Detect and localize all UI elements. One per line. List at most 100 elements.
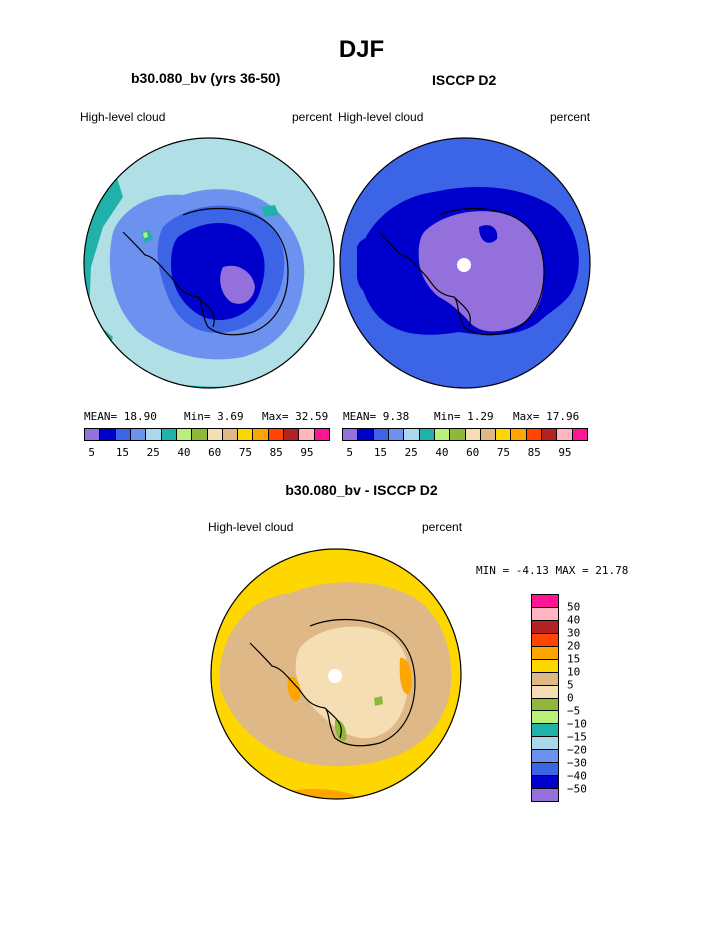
colorbar-swatch [532, 659, 558, 673]
difference-polar-map [210, 548, 462, 800]
colorbar-tick-label: 95 [558, 446, 572, 459]
diff-minmax: MIN = -4.13 MAX = 21.78 [476, 564, 629, 577]
colorbar-swatch [532, 698, 558, 712]
page-title: DJF [338, 36, 385, 63]
colorbar-tick-label: 5 [346, 446, 353, 459]
right-colorbar [342, 428, 588, 441]
colorbar-tick-label: 60 [466, 446, 480, 459]
colorbar-swatch [532, 750, 558, 764]
colorbar-swatch [532, 646, 558, 660]
coastline [249, 618, 416, 747]
colorbar-tick-label: 50 [567, 600, 581, 614]
colorbar-tick-label: −30 [567, 756, 587, 770]
colorbar-swatch [532, 607, 558, 621]
diff-units-label: percent [422, 520, 463, 534]
colorbar-swatch [314, 429, 329, 440]
right-units-label: percent [550, 110, 591, 124]
colorbar-swatch [238, 429, 254, 440]
colorbar-tick-label: 25 [146, 446, 160, 459]
colorbar-tick-label: 75 [496, 446, 511, 459]
colorbar-swatch [557, 429, 573, 440]
colorbar-swatch [358, 429, 374, 440]
diff-variable-label: High-level cloud [208, 520, 294, 534]
colorbar-swatch [511, 429, 527, 440]
colorbar-tick-label: 25 [404, 446, 418, 459]
colorbar-swatch [480, 429, 497, 440]
colorbar-tick-label: 10 [567, 665, 581, 679]
colorbar-swatch [373, 429, 389, 440]
left-polar-map [83, 137, 335, 389]
map-purple-continent [418, 211, 544, 332]
colorbar-tick-label: −15 [567, 730, 587, 744]
left-stats-min: Min= 3.69 [184, 410, 244, 423]
colorbar-tick-label: 15 [373, 446, 388, 459]
colorbar-swatch [253, 429, 269, 440]
coastline [122, 207, 289, 336]
colorbar-swatch [146, 429, 162, 440]
colorbar-tick-label: 60 [208, 446, 222, 459]
colorbar-swatch [532, 789, 558, 801]
map-navy-inner [479, 225, 498, 243]
colorbar-tick-label: 85 [527, 446, 541, 459]
colorbar-swatch [388, 429, 405, 440]
colorbar-tick-label: 0 [567, 691, 574, 705]
map-orange-patch [287, 676, 301, 702]
colorbar-swatch [532, 737, 558, 751]
left-colorbar [84, 428, 330, 441]
colorbar-swatch [532, 763, 558, 777]
colorbar-swatch [450, 429, 466, 440]
colorbar-tick-label: −5 [567, 704, 581, 718]
right-variable-label: High-level cloud [338, 110, 424, 124]
diff-colorbar [531, 594, 559, 802]
colorbar-swatch [532, 711, 558, 725]
colorbar-swatch [532, 672, 558, 686]
map-teal-patch-2 [261, 205, 279, 217]
map-olive-patch-2 [374, 696, 383, 706]
coastline [378, 207, 545, 336]
left-variable-label: High-level cloud [80, 110, 166, 124]
colorbar-tick-label: −10 [567, 717, 587, 731]
colorbar-swatch [268, 429, 285, 440]
right-stats-mean: MEAN= 9.38 [343, 410, 410, 423]
colorbar-tick-label: 40 [177, 446, 191, 459]
colorbar-swatch [419, 429, 435, 440]
pole-mask [457, 258, 471, 272]
colorbar-swatch [542, 429, 558, 440]
colorbar-tick-label: 5 [88, 446, 95, 459]
colorbar-swatch [572, 429, 587, 440]
colorbar-tick-label: 20 [567, 639, 581, 653]
map-wheat-region [295, 626, 409, 739]
colorbar-tick-label: 75 [238, 446, 253, 459]
colorbar-tick-label: 30 [567, 626, 581, 640]
colorbar-swatch [222, 429, 239, 440]
colorbar-tick-label: 15 [115, 446, 130, 459]
pole-mask [328, 669, 342, 683]
colorbar-tick-label: 95 [300, 446, 314, 459]
colorbar-swatch [465, 429, 481, 440]
colorbar-swatch [299, 429, 315, 440]
right-panel-title: ISCCP D2 [432, 72, 497, 88]
colorbar-tick-label: 5 [567, 678, 574, 692]
colorbar-swatch [100, 429, 116, 440]
left-panel-title: b30.080_bv (yrs 36-50) [131, 70, 281, 86]
colorbar-swatch [115, 429, 131, 440]
map-orange-patch-2 [399, 657, 412, 695]
colorbar-swatch [532, 633, 558, 647]
colorbar-swatch [130, 429, 147, 440]
diff-panel-title: b30.080_bv - ISCCP D2 [285, 482, 438, 498]
colorbar-tick-label: −40 [567, 769, 587, 783]
colorbar-tick-label: −20 [567, 743, 587, 757]
right-polar-map [339, 137, 591, 389]
colorbar-swatch [526, 429, 543, 440]
colorbar-swatch [434, 429, 451, 440]
colorbar-swatch [343, 429, 359, 440]
colorbar-swatch [496, 429, 512, 440]
colorbar-swatch [192, 429, 208, 440]
colorbar-swatch [532, 620, 558, 634]
map-lime-patch [143, 232, 148, 238]
colorbar-swatch [176, 429, 193, 440]
colorbar-tick-label: 40 [567, 613, 581, 627]
map-olive-patch [334, 719, 347, 742]
map-purple-region [220, 265, 255, 304]
colorbar-swatch [284, 429, 300, 440]
